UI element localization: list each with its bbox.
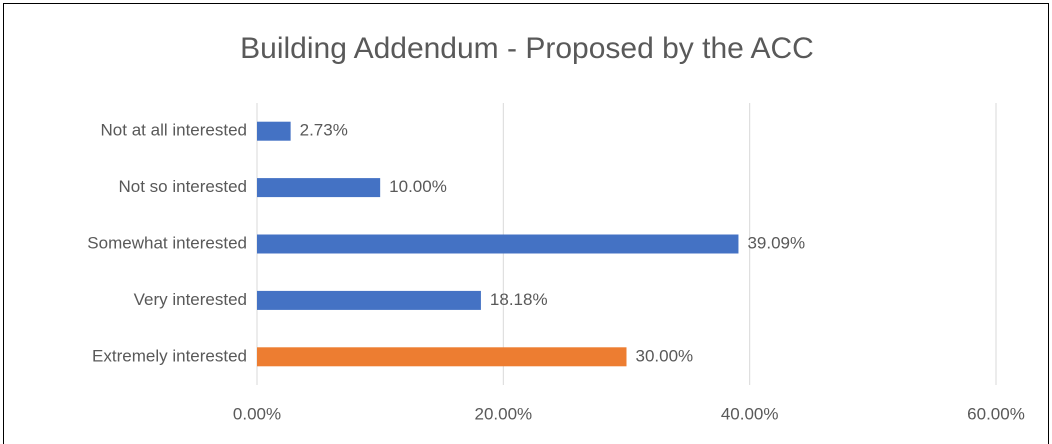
y-tick-label: Very interested (134, 290, 247, 309)
data-label: 30.00% (636, 346, 694, 365)
y-tick-label: Extremely interested (92, 346, 247, 365)
x-tick-label: 0.00% (233, 404, 281, 423)
y-tick-label: Not at all interested (101, 121, 247, 140)
bar (257, 347, 627, 367)
data-label: 39.09% (747, 233, 805, 252)
data-label: 10.00% (389, 177, 447, 196)
chart-title: Building Addendum - Proposed by the ACC (240, 32, 814, 65)
x-tick-label: 20.00% (474, 404, 532, 423)
bar (257, 290, 481, 310)
data-label: 2.73% (300, 121, 348, 140)
x-tick-label: 60.00% (967, 404, 1025, 423)
y-tick-label: Not so interested (118, 177, 247, 196)
bar (257, 178, 381, 198)
chart-border (3, 3, 1049, 444)
x-tick-label: 40.00% (721, 404, 779, 423)
bar (257, 121, 291, 141)
y-tick-label: Somewhat interested (87, 233, 247, 252)
bar (257, 234, 739, 254)
data-label: 18.18% (490, 290, 548, 309)
